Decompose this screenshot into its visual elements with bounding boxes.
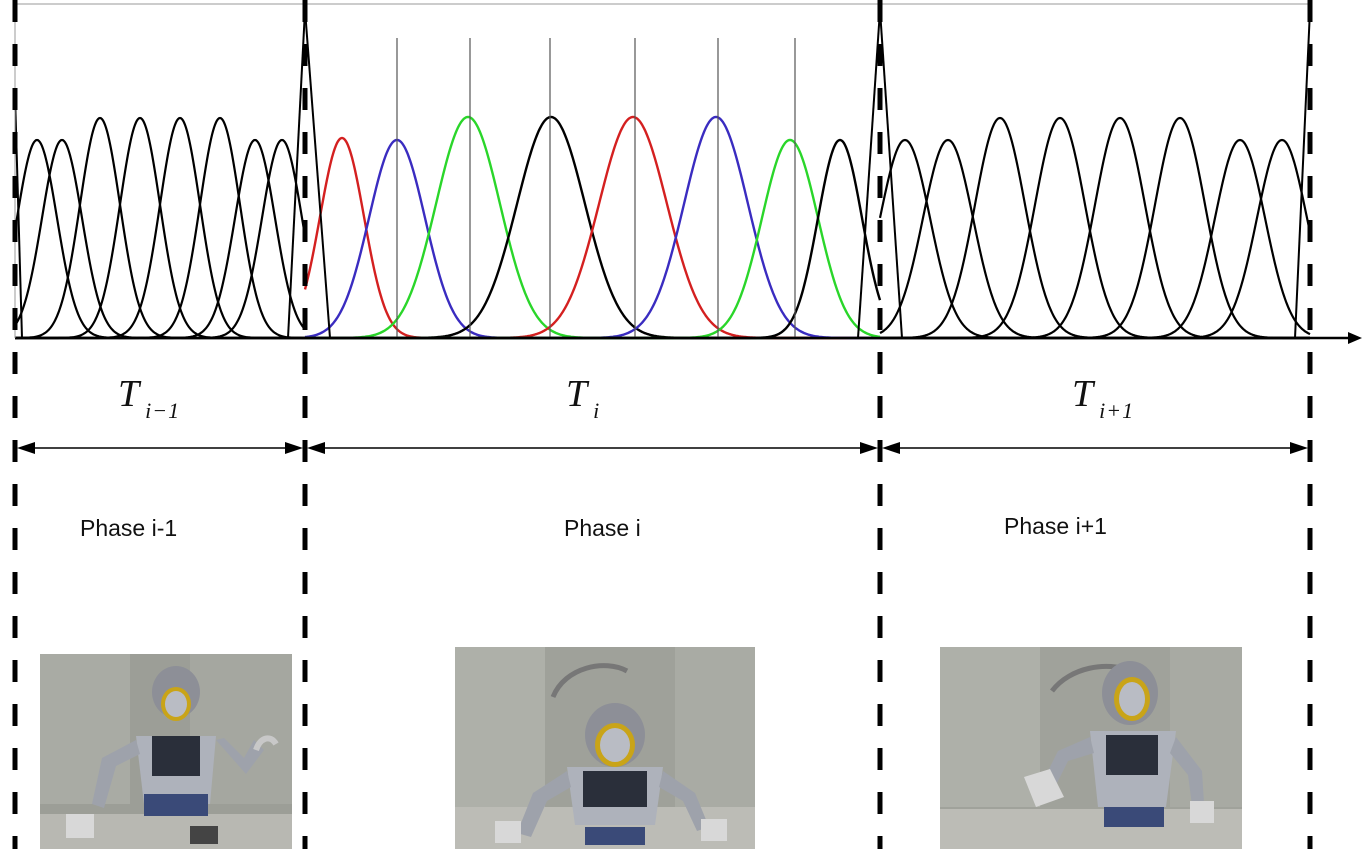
basis-curve-next-2 [880, 116, 1310, 340]
basis-curves [13, 9, 1312, 340]
x-axis-arrowhead [1348, 332, 1362, 344]
phase-label-next: Phase i+1 [1004, 513, 1107, 539]
basis-curve-next-5 [880, 116, 1310, 340]
basis-curve-next-4 [880, 116, 1310, 340]
basis-curve-prev-0 [13, 138, 305, 340]
basis-curve-prev-1 [14, 138, 305, 340]
duration-arrow-next-head-right [1290, 442, 1308, 454]
duration-arrows [17, 442, 1308, 454]
basis-curve-prev-6 [15, 138, 306, 340]
robot-photo-next [940, 647, 1242, 849]
duration-arrow-next-head-left [882, 442, 900, 454]
basis-curve-current-7 [305, 138, 882, 340]
basis-curve-current-0 [303, 136, 880, 340]
edge-spike-current-left [304, 9, 331, 339]
edge-spike-prev-right [287, 9, 306, 339]
phase-label-current: Phase i [564, 515, 641, 541]
duration-arrow-current-head-right [860, 442, 878, 454]
phase-dividers [12, 0, 1313, 849]
basis-curve-next-3 [880, 116, 1310, 340]
duration-arrow-current-head-left [307, 442, 325, 454]
duration-arrow-prev-head-left [17, 442, 35, 454]
phase-label-prev: Phase i-1 [80, 515, 178, 541]
robot-photo-prev [40, 654, 292, 849]
edge-spike-prev-left [14, 94, 23, 339]
basis-curve-current-6 [305, 138, 881, 340]
robot-photo-current [455, 647, 755, 849]
edge-spike-next-left [879, 9, 903, 339]
basis-curve-current-4 [305, 115, 880, 340]
basis-curve-current-1 [304, 138, 880, 340]
basis-curve-next-7 [880, 138, 1312, 340]
edge-spike-current-right [857, 9, 881, 339]
duration-arrow-prev-head-right [285, 442, 303, 454]
basis-curve-next-6 [880, 138, 1311, 340]
basis-curve-next-0 [878, 138, 1310, 340]
basis-curve-prev-7 [15, 138, 307, 340]
basis-curve-next-1 [879, 138, 1310, 340]
